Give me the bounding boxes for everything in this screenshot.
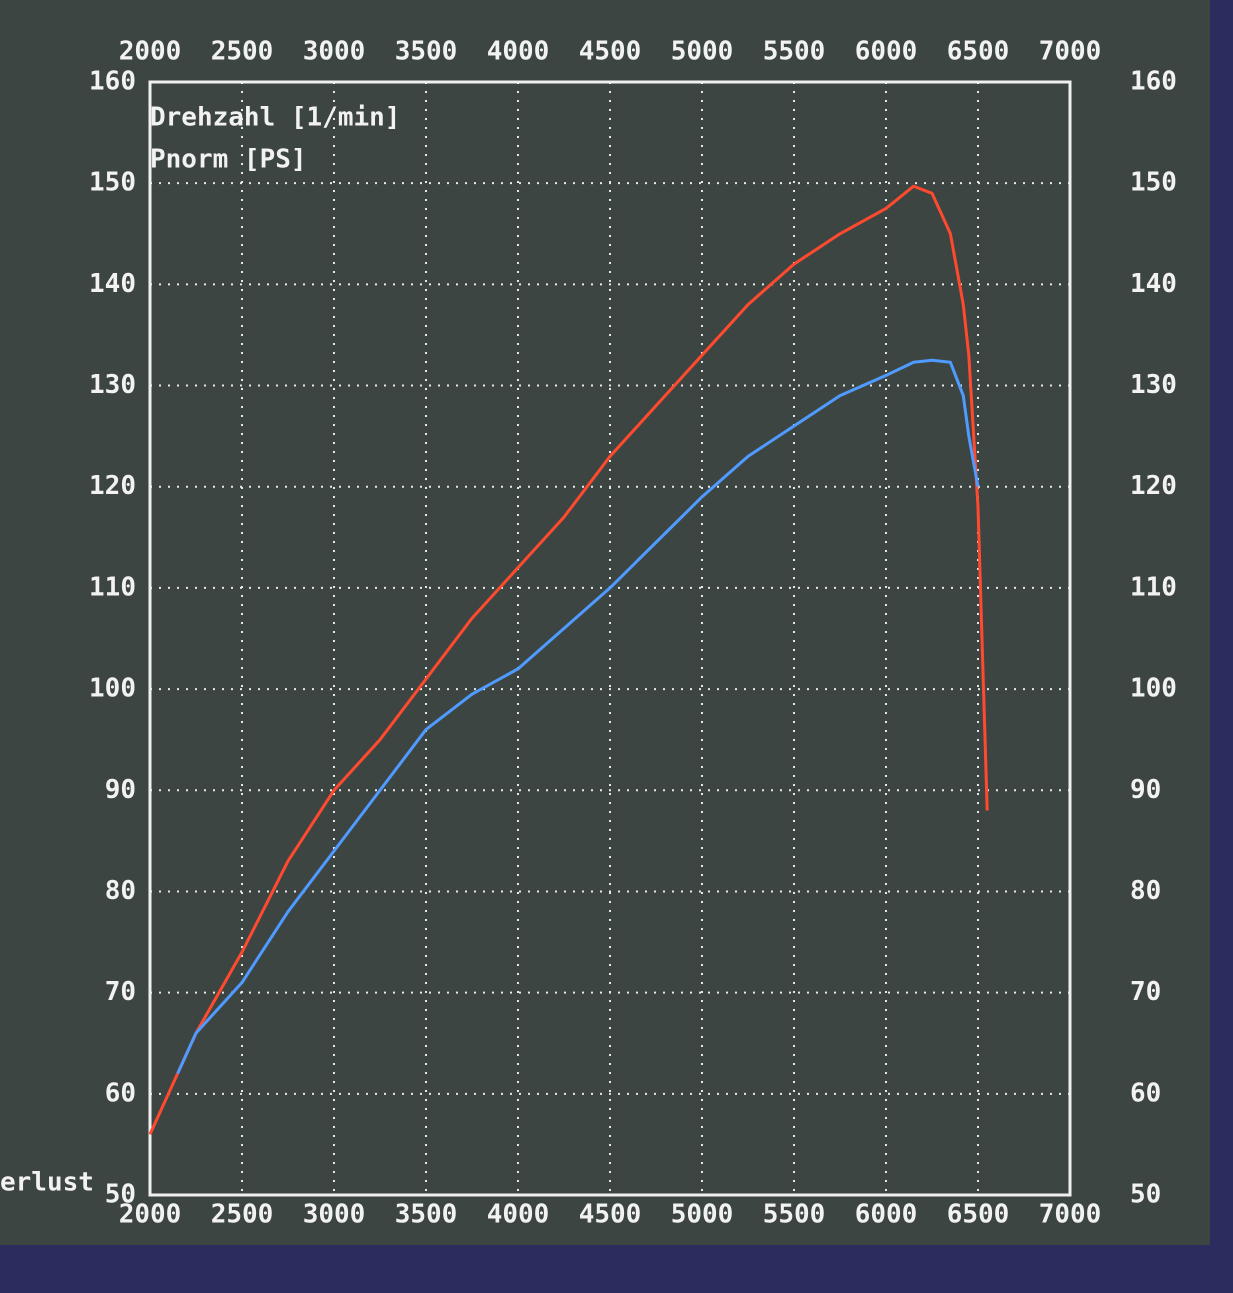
y-tick-label-right: 150 — [1130, 168, 1177, 198]
x-tick-label: 3500 — [395, 1200, 458, 1230]
y-tick-label: 90 — [105, 775, 136, 805]
x-tick-label-top: 2000 — [119, 37, 182, 67]
y-tick-label-right: 50 — [1130, 1180, 1161, 1210]
x-axis-label: Drehzahl [1/min] — [150, 103, 400, 133]
y-tick-label-right: 120 — [1130, 471, 1177, 501]
y-tick-label: 80 — [105, 876, 136, 906]
annotation: erlust — [0, 1168, 94, 1198]
x-tick-label: 7000 — [1039, 1200, 1102, 1230]
y-tick-label-right: 70 — [1130, 977, 1161, 1007]
y-tick-label-right: 110 — [1130, 572, 1177, 602]
x-tick-label: 5500 — [763, 1200, 826, 1230]
y-tick-label-right: 90 — [1130, 775, 1161, 805]
x-tick-label: 4500 — [579, 1200, 642, 1230]
y-tick-label-right: 160 — [1130, 67, 1177, 97]
y-tick-label: 120 — [89, 471, 136, 501]
y-tick-label-right: 60 — [1130, 1078, 1161, 1108]
y-tick-label: 50 — [105, 1180, 136, 1210]
x-tick-label-top: 2500 — [211, 37, 274, 67]
y-tick-label: 70 — [105, 977, 136, 1007]
y-tick-label: 140 — [89, 269, 136, 299]
x-tick-label-top: 3000 — [303, 37, 366, 67]
y-tick-label: 60 — [105, 1078, 136, 1108]
x-tick-label: 6000 — [855, 1200, 918, 1230]
screen — [0, 0, 1210, 1245]
x-tick-label-top: 7000 — [1039, 37, 1102, 67]
y-tick-label-right: 130 — [1130, 370, 1177, 400]
x-tick-label: 2000 — [119, 1200, 182, 1230]
x-tick-label: 6500 — [947, 1200, 1010, 1230]
x-tick-label: 5000 — [671, 1200, 734, 1230]
y-tick-label: 130 — [89, 370, 136, 400]
x-tick-label: 4000 — [487, 1200, 550, 1230]
x-tick-label-top: 5000 — [671, 37, 734, 67]
y-tick-label-right: 80 — [1130, 876, 1161, 906]
y-tick-label: 110 — [89, 572, 136, 602]
y-tick-label: 150 — [89, 168, 136, 198]
x-tick-label-top: 4500 — [579, 37, 642, 67]
x-tick-label: 2500 — [211, 1200, 274, 1230]
x-tick-label: 3000 — [303, 1200, 366, 1230]
y-tick-label: 100 — [89, 674, 136, 704]
x-tick-label-top: 6500 — [947, 37, 1010, 67]
y-tick-label-right: 140 — [1130, 269, 1177, 299]
x-tick-label-top: 5500 — [763, 37, 826, 67]
series-line — [176, 358, 980, 1075]
y-tick-label-right: 100 — [1130, 674, 1177, 704]
y-axis-label: Pnorm [PS] — [150, 145, 307, 175]
x-tick-label-top: 4000 — [487, 37, 550, 67]
y-tick-label: 160 — [89, 67, 136, 97]
series-line — [148, 184, 989, 1135]
plot-frame — [148, 80, 1072, 1197]
x-tick-label-top: 6000 — [855, 37, 918, 67]
x-tick-label-top: 3500 — [395, 37, 458, 67]
